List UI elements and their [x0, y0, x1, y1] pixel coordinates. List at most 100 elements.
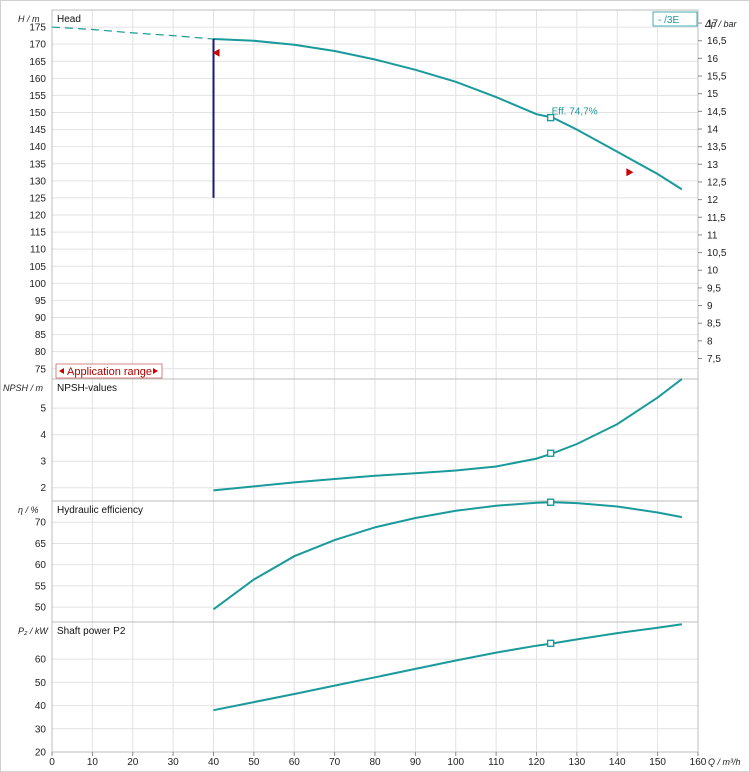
y2-tick-label: 14: [707, 124, 719, 135]
y2-tick-label: 13: [707, 160, 719, 171]
y-tick-label: 60: [35, 655, 47, 666]
x-tick-label: 60: [289, 757, 301, 768]
x-tick-label: 130: [569, 757, 586, 768]
y-tick-label: 135: [29, 159, 46, 170]
panel-title: Shaft power P2: [57, 626, 126, 637]
y-tick-label: 110: [30, 245, 46, 256]
operating-point-marker: [546, 639, 555, 648]
y2-tick-label: 11: [707, 230, 718, 241]
x-tick-label: 100: [447, 757, 464, 768]
head-curve-extension: [51, 26, 214, 40]
y2-tick-label: 12: [707, 195, 719, 206]
x-tick-label: 50: [248, 757, 260, 768]
y-tick-label: 155: [29, 91, 46, 102]
y2-tick-label: 8: [707, 336, 713, 347]
y2-tick-label: 13,5: [707, 142, 727, 153]
application-range-box: [55, 363, 163, 379]
y-tick-label: 20: [35, 748, 47, 759]
operating-point-marker: [546, 113, 555, 122]
x-tick-label: 10: [87, 757, 99, 768]
application-range-label: Application range: [67, 366, 152, 378]
range-marker-right: [626, 168, 634, 177]
y-tick-label: 80: [35, 347, 47, 358]
y2-tick-label: 17: [707, 19, 719, 30]
y-tick-label: 85: [35, 330, 47, 341]
y-tick-label: 2: [40, 483, 46, 494]
panel-4: 20 30 40 50 60 Shaft power P2 P₂ / kW: [18, 621, 699, 759]
y-tick-label: 115: [30, 228, 46, 239]
y-tick-label: 105: [29, 262, 46, 273]
panel-title: Hydraulic efficiency: [57, 505, 143, 516]
y-tick-label: 170: [29, 40, 46, 51]
operating-point-label: Eff. 74,7%: [552, 107, 598, 118]
y2-axis-label: Δp / bar: [704, 19, 738, 29]
legend-box: [652, 11, 698, 27]
y-tick-label: 130: [29, 176, 46, 187]
y-tick-label: 4: [40, 430, 46, 441]
x-tick-label: 140: [609, 757, 626, 768]
y-tick-label: 160: [29, 74, 46, 85]
y-tick-label: 175: [29, 23, 46, 34]
x-tick-label: 80: [369, 757, 381, 768]
y2-tick-label: 12,5: [707, 177, 727, 188]
y-tick-label: 90: [35, 313, 47, 324]
panel-3: 50 55 60 65 70 Hydraulic efficiency η / %: [18, 498, 699, 623]
x-tick-label: 150: [649, 757, 666, 768]
panel-2: 2 3 4 5 NPSH-values NPSH / m: [3, 378, 699, 502]
y-tick-label: 120: [29, 211, 46, 222]
x-tick-label: 160: [690, 757, 707, 768]
y2-tick-label: 14,5: [707, 107, 727, 118]
y-tick-label: 60: [35, 560, 47, 571]
x-tick-label: 0: [49, 757, 55, 768]
operating-point-marker: [546, 498, 555, 506]
series-curve: [213, 378, 683, 492]
application-range-arrow-right: [153, 368, 158, 374]
legend-entry: - /3E: [658, 15, 679, 26]
y-tick-label: 50: [35, 603, 47, 614]
x-tick-label: 30: [168, 757, 180, 768]
y2-tick-label: 11,5: [707, 213, 726, 224]
y-axis-label: NPSH / m: [3, 383, 44, 393]
y-tick-label: 140: [29, 142, 46, 153]
x-axis-label: Q / m³/h: [708, 757, 741, 767]
x-tick-label: 90: [410, 757, 422, 768]
y2-tick-label: 15: [707, 89, 719, 100]
x-tick-label: 70: [329, 757, 341, 768]
series-curve: [213, 623, 683, 712]
x-tick-label: 40: [208, 757, 220, 768]
y-axis-label: H / m: [18, 14, 40, 24]
y-tick-label: 165: [29, 57, 46, 68]
panel-1: 75 80 85 90 95 100 105 110 115 120 125 130 135 140 145…: [18, 9, 738, 380]
y-tick-label: 30: [35, 724, 47, 735]
y-tick-label: 65: [35, 539, 47, 550]
y2-tick-label: 9: [707, 301, 713, 312]
y-tick-label: 3: [40, 457, 46, 468]
y-tick-label: 50: [35, 678, 47, 689]
y-axis-label: P₂ / kW: [18, 626, 49, 636]
y2-tick-label: 9,5: [707, 283, 721, 294]
y2-tick-label: 10,5: [707, 248, 727, 259]
y2-tick-label: 7,5: [707, 354, 721, 365]
y-tick-label: 5: [40, 404, 46, 415]
y2-tick-label: 16,5: [707, 36, 727, 47]
y-tick-label: 100: [29, 279, 46, 290]
y2-tick-label: 15,5: [707, 72, 727, 83]
application-range-arrow-left: [59, 368, 64, 374]
y-tick-label: 95: [35, 296, 47, 307]
x-tick-label: 110: [488, 757, 504, 768]
y-tick-label: 150: [29, 108, 46, 119]
panel-title: Head: [57, 14, 81, 25]
y-tick-label: 55: [35, 581, 47, 592]
x-tick-label: 120: [528, 757, 545, 768]
y-tick-label: 40: [35, 701, 47, 712]
panel-title: NPSH-values: [57, 383, 117, 394]
y2-tick-label: 10: [707, 266, 719, 277]
x-axis: 0 10 20 30 40 50 60 70 80 90 100 110 120 130 140 150 160…: [49, 752, 741, 768]
y2-tick-label: 16: [707, 54, 719, 65]
y-tick-label: 145: [29, 125, 46, 136]
x-tick-label: 20: [127, 757, 139, 768]
y-tick-label: 75: [35, 364, 47, 375]
y-axis-label: η / %: [18, 505, 39, 515]
y-tick-label: 70: [35, 518, 47, 529]
